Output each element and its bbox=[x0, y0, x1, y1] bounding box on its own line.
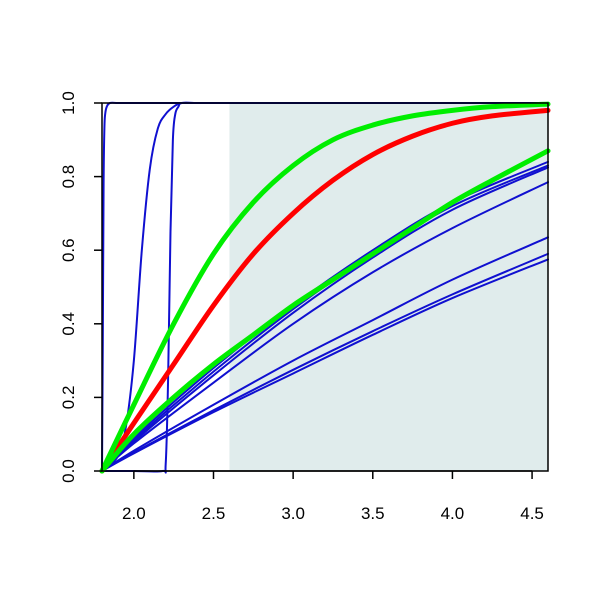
y-tick-label: 0.4 bbox=[59, 312, 78, 336]
y-tick-label: 1.0 bbox=[59, 91, 78, 115]
series-line-blue-7 bbox=[101, 181, 549, 472]
series-line-red-11 bbox=[99, 107, 551, 474]
series-line-green-13 bbox=[99, 148, 551, 474]
x-tick-label: 2.5 bbox=[202, 504, 226, 523]
y-tick-label: 0.0 bbox=[59, 459, 78, 483]
y-tick-label: 0.2 bbox=[59, 386, 78, 410]
series-line-green-12 bbox=[99, 101, 551, 474]
x-tick-label: 3.5 bbox=[361, 504, 385, 523]
x-tick-label: 2.0 bbox=[122, 504, 146, 523]
series-line-blue-5 bbox=[101, 164, 549, 472]
series-line-blue-6 bbox=[101, 166, 549, 472]
series-line-blue-8 bbox=[101, 236, 549, 472]
shaded-region bbox=[229, 103, 548, 471]
series-line-blue-10 bbox=[101, 258, 549, 472]
y-tick-label: 0.6 bbox=[59, 238, 78, 262]
x-axis: 2.0 2.5 3.0 3.5 4.0 4.5 bbox=[122, 470, 544, 523]
x-tick-label: 4.5 bbox=[520, 504, 544, 523]
x-tick-label: 3.0 bbox=[281, 504, 305, 523]
y-axis: 0.0 0.2 0.4 0.6 0.8 1.0 bbox=[59, 91, 102, 483]
x-tick-label: 4.0 bbox=[441, 504, 465, 523]
y-tick-label: 0.8 bbox=[59, 165, 78, 189]
series-layer bbox=[99, 101, 551, 474]
